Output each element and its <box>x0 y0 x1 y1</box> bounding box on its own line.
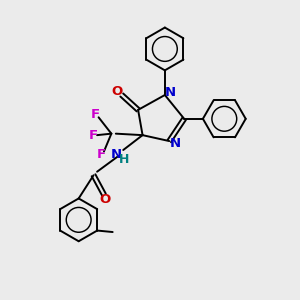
Text: H: H <box>119 153 129 166</box>
Text: F: F <box>89 129 98 142</box>
Text: O: O <box>100 193 111 206</box>
Text: N: N <box>165 86 176 99</box>
Text: O: O <box>112 85 123 98</box>
Text: F: F <box>91 108 100 121</box>
Text: F: F <box>96 148 106 161</box>
Text: N: N <box>170 137 181 150</box>
Text: N: N <box>110 148 122 161</box>
